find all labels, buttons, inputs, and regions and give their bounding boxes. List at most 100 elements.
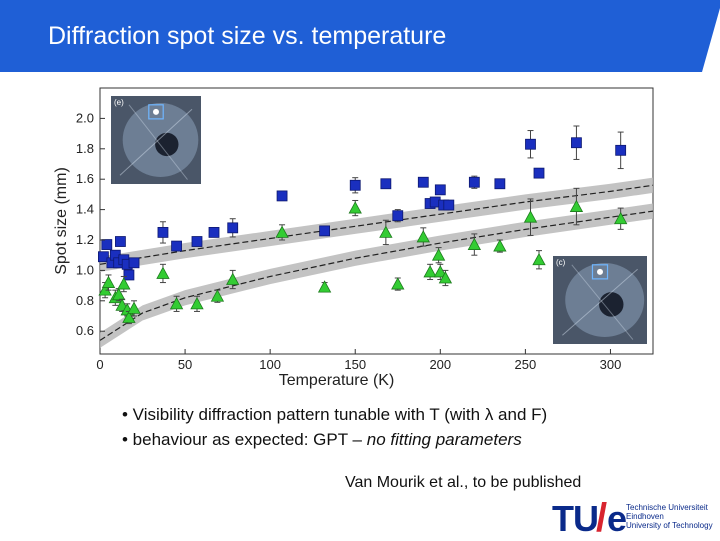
header-banner: [0, 0, 720, 72]
x-tick-label: 200: [429, 357, 451, 372]
inset-image-low-t-label: (e): [114, 98, 124, 107]
x-tick-label: 50: [178, 357, 192, 372]
logo-slash: /: [596, 496, 608, 540]
x-tick-label: 150: [344, 357, 366, 372]
y-tick-label: 1.2: [76, 232, 94, 247]
data-point-square: [319, 225, 331, 237]
data-point-square: [227, 222, 239, 234]
data-point-triangle: [210, 289, 225, 302]
data-point-triangle: [379, 225, 393, 238]
y-tick-label: 1.4: [76, 202, 94, 217]
data-point-triangle: [275, 225, 289, 238]
y-tick-label: 1.6: [76, 171, 94, 186]
data-point-square: [417, 176, 429, 188]
y-tick-label: 1.0: [76, 262, 94, 277]
data-point-square: [98, 251, 109, 263]
x-tick-label: 250: [515, 357, 537, 372]
logo-tu: TU: [552, 498, 599, 539]
logo-line-1: Technische Universiteit: [626, 503, 708, 512]
data-point-triangle: [122, 310, 136, 323]
data-point-triangle: [348, 201, 362, 214]
inset-image-low-t-spot: [153, 108, 159, 115]
spot-size-chart: (e) (c) 0 50 100 150 200 250 300 0.6 0.8 1.0 1.2 1.4 1…: [53, 87, 654, 389]
bullet-list: • Visibility diffraction pattern tunable…: [122, 402, 682, 452]
logo-university-name: Technische Universiteit Eindhoven Univer…: [626, 503, 713, 530]
theory-curve-2: [99, 210, 654, 341]
data-point-square: [443, 199, 455, 211]
logo-line-2: Eindhoven: [626, 512, 664, 521]
slide-header: Diffraction spot size vs. temperature: [0, 0, 720, 72]
bullet-2-italic: no fitting parameters: [366, 430, 522, 449]
inset-image-low-t-highlight-box: [148, 104, 164, 120]
data-point-square: [392, 210, 404, 222]
x-tick-label: 100: [259, 357, 281, 372]
data-point-triangle: [431, 248, 446, 261]
data-point-square: [276, 190, 288, 202]
inset-image-low-t: (e): [111, 96, 201, 184]
data-point-triangle: [226, 272, 240, 285]
data-point-triangle: [112, 287, 126, 301]
data-point-square: [101, 239, 113, 250]
data-point-triangle: [391, 277, 405, 290]
data-point-square: [468, 176, 480, 188]
bullet-2: • behaviour as expected: GPT – no fittin…: [122, 427, 682, 452]
data-point-square: [123, 269, 135, 281]
data-point-square: [533, 167, 545, 179]
data-point-triangle: [101, 275, 116, 288]
y-tick-label: 2.0: [76, 110, 94, 125]
theory-band-2: [100, 203, 653, 348]
inset-image-high-t-streak-2: [571, 264, 634, 340]
inset-image-high-t-highlight-box: [591, 264, 609, 280]
y-tick-label: 1.8: [76, 141, 94, 156]
data-point-triangle: [190, 297, 204, 310]
data-point-triangle: [613, 211, 628, 225]
x-tick-label: 300: [600, 357, 622, 372]
bullet-2-text: • behaviour as expected: GPT –: [122, 430, 367, 449]
y-tick-label: 0.8: [76, 293, 94, 308]
inset-image-low-t-streak-1: [119, 108, 193, 176]
data-point-triangle: [493, 239, 507, 252]
y-tick-label: 0.6: [76, 323, 94, 338]
citation: Van Mourik et al., to be published: [345, 474, 582, 491]
data-point-square: [128, 257, 140, 269]
inset-image-low-t-streak-2: [128, 104, 188, 180]
data-point-triangle: [532, 252, 546, 266]
data-point-triangle: [433, 265, 447, 278]
tue-logo: TU / e Technische Universiteit Eindhoven…: [552, 496, 720, 540]
data-point-square: [494, 178, 506, 190]
data-point-square: [115, 236, 126, 247]
data-point-square: [171, 240, 182, 252]
y-axis-label: Spot size (mm): [53, 167, 70, 275]
theory-band-1: [100, 177, 653, 272]
data-point-square: [525, 138, 536, 150]
inset-image-high-t-spot: [597, 268, 603, 275]
slide-title: Diffraction spot size vs. temperature: [48, 22, 447, 50]
data-point-triangle: [127, 301, 141, 314]
logo-line-3: University of Technology: [626, 521, 713, 530]
inset-image-high-t-label: (c): [556, 258, 566, 267]
data-point-triangle: [416, 230, 430, 243]
inset-image-high-t-streak-1: [562, 268, 638, 336]
data-point-triangle: [569, 199, 584, 212]
data-point-triangle: [156, 266, 170, 279]
data-point-square: [571, 137, 582, 149]
bullet-1: • Visibility diffraction pattern tunable…: [122, 405, 548, 424]
data-point-triangle: [523, 210, 538, 223]
data-point-square: [191, 236, 203, 247]
data-point-triangle: [423, 265, 437, 278]
data-point-square: [615, 144, 627, 156]
x-axis-label: Temperature (K): [279, 372, 395, 389]
inset-image-low-t-beamstop: [155, 132, 179, 157]
data-point-triangle: [117, 277, 131, 290]
data-point-square: [349, 179, 361, 191]
x-tick-label: 0: [96, 357, 103, 372]
data-point-square: [380, 178, 392, 190]
data-point-triangle: [438, 271, 453, 284]
inset-image-high-t: (c): [553, 256, 647, 344]
data-point-triangle: [169, 297, 184, 310]
data-point-square: [157, 226, 169, 238]
data-point-square: [208, 226, 220, 238]
data-point-triangle: [317, 280, 332, 293]
data-point-triangle: [467, 237, 482, 250]
logo-e: e: [607, 498, 628, 539]
